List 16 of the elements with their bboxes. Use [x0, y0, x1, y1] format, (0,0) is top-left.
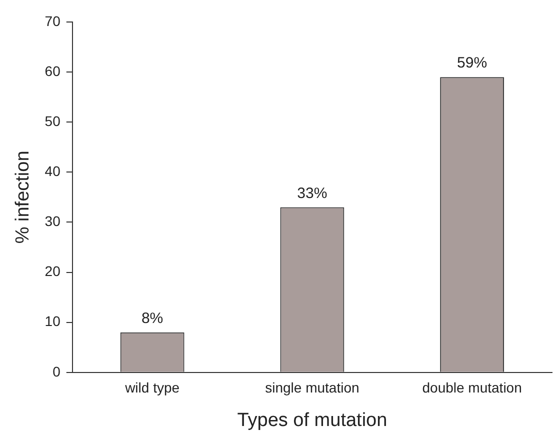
y-tick-label: 20: [44, 263, 61, 280]
x-axis-title: Types of mutation: [237, 410, 388, 431]
y-tick-label: 40: [44, 163, 61, 180]
x-tick-label: wild type: [124, 380, 180, 396]
x-tick-label: single mutation: [265, 380, 360, 396]
y-tick-label: 60: [44, 62, 61, 79]
data-label: 59%: [457, 54, 488, 72]
y-tick-label: 70: [44, 12, 61, 29]
y-tick-label: 10: [44, 313, 61, 330]
y-tick-label: 30: [44, 213, 61, 230]
y-tick-label: 50: [44, 112, 61, 129]
data-label: 8%: [141, 310, 164, 327]
y-axis-title: % infection: [12, 150, 34, 244]
data-label: 33%: [297, 184, 328, 202]
y-tick-label: 0: [52, 363, 61, 380]
x-tick-label: double mutation: [422, 380, 522, 396]
